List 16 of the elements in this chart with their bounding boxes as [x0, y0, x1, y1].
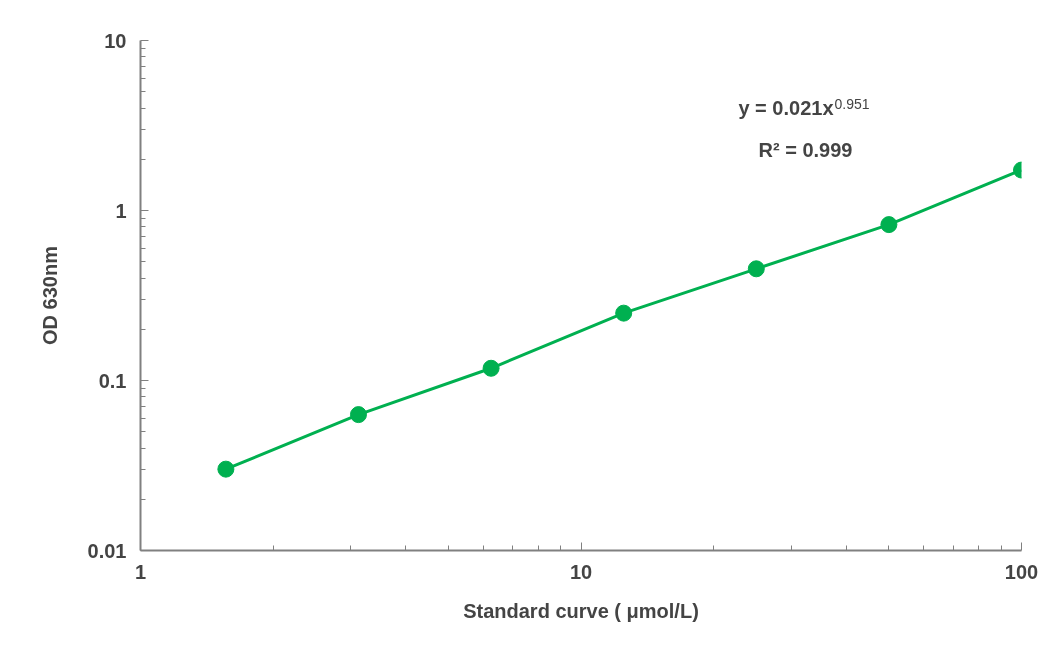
y-tick-label: 0.1	[98, 369, 127, 392]
point	[880, 216, 898, 234]
y-tick-label: 10	[104, 29, 127, 52]
point	[217, 460, 235, 478]
x-tick-label: 100	[1004, 560, 1039, 583]
annotation: R² = 0.999	[758, 138, 853, 161]
point	[747, 260, 765, 278]
x-tick-label: 10	[569, 560, 593, 583]
x-tick-label: 1	[134, 560, 147, 583]
point	[615, 304, 633, 322]
point	[482, 359, 500, 377]
y-tick-label: 1	[115, 199, 127, 222]
y-tick-label: 0.01	[87, 539, 127, 562]
x-axis-title: Standard curve ( μmol/L)	[463, 599, 699, 622]
point	[349, 406, 367, 424]
y-axis-title: OD 630nm	[38, 246, 61, 345]
